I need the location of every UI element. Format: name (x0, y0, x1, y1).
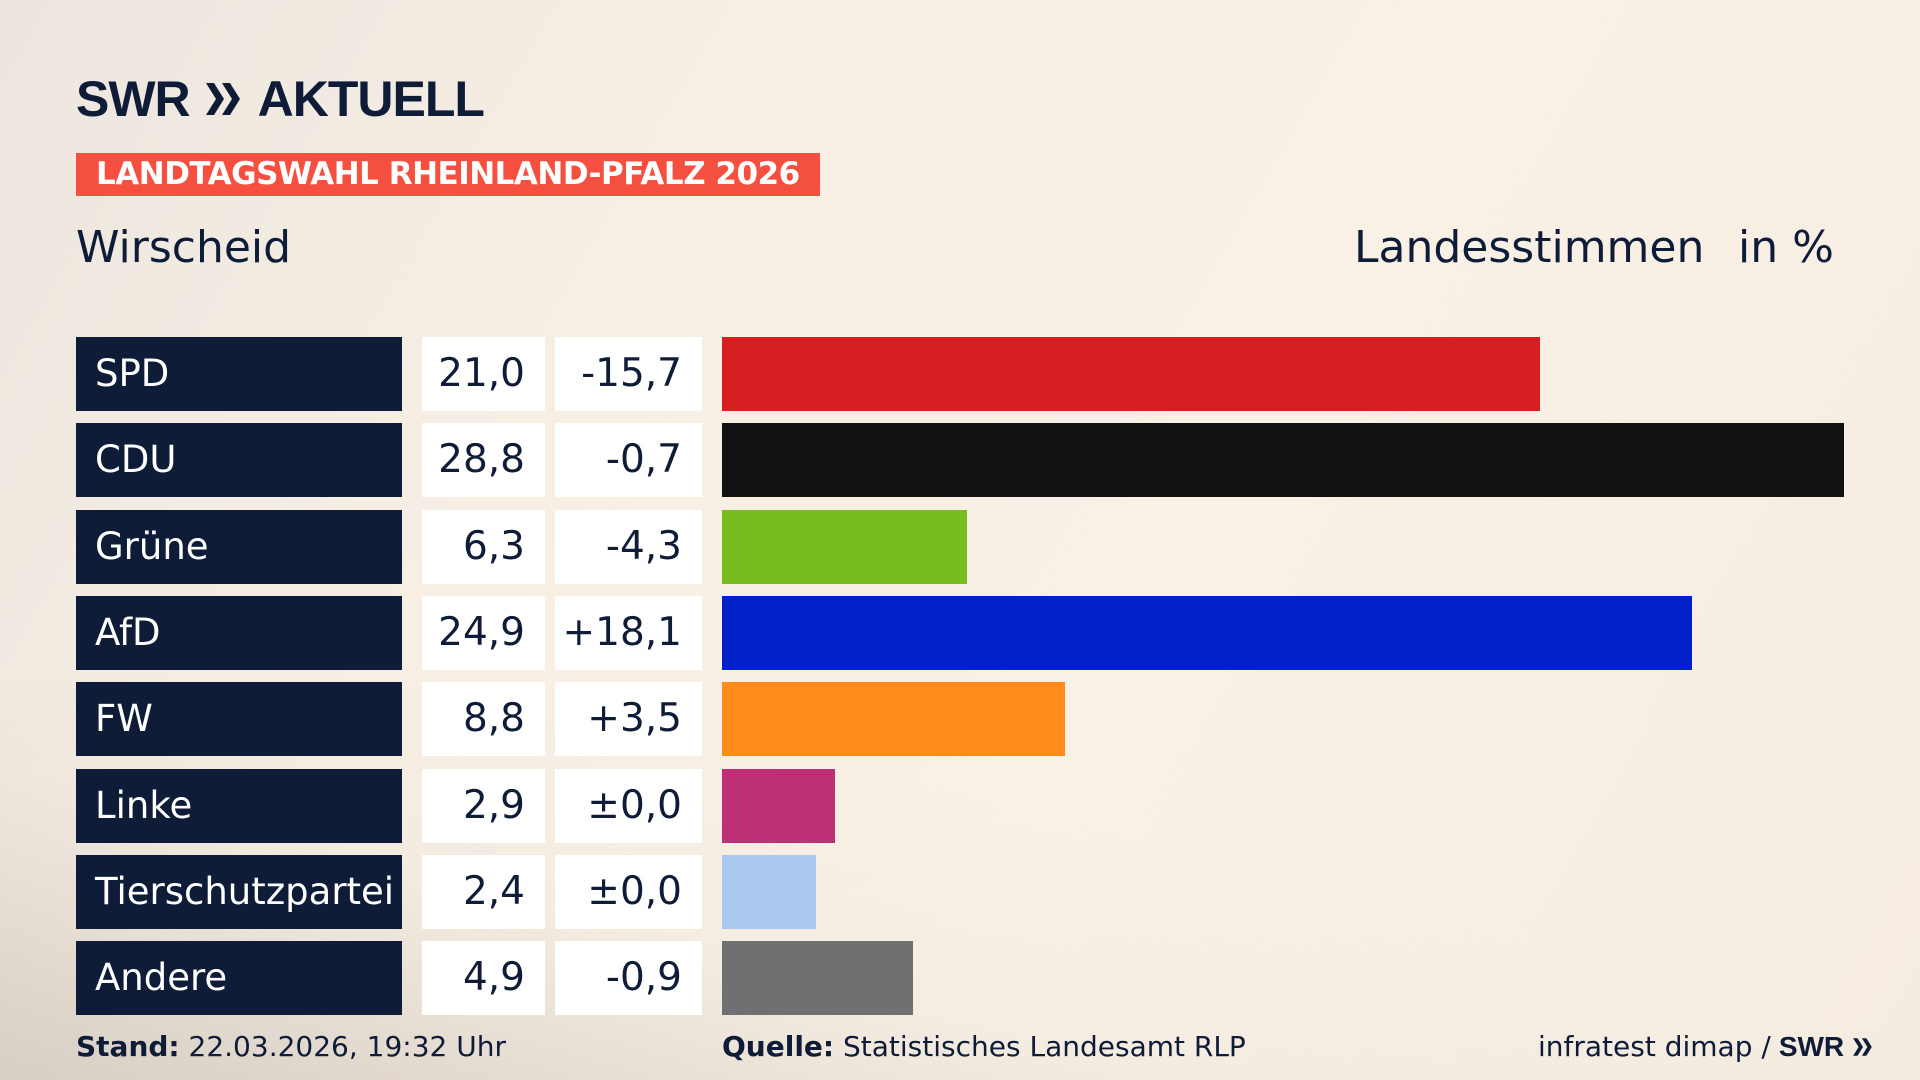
logo-text: SWR (76, 71, 191, 127)
stand-label: Stand: (76, 1030, 180, 1063)
party-label: FW (76, 682, 402, 757)
place-title: Wirscheid (76, 222, 292, 273)
change-label: +18,1 (555, 595, 702, 670)
stand-value: 22.03.2026, 19:32 Uhr (188, 1030, 506, 1063)
change-label: -15,7 (555, 337, 702, 411)
bar-linke (722, 768, 835, 843)
value-label: 28,8 (422, 423, 545, 498)
stand-info: Stand: 22.03.2026, 19:32 Uhr (76, 1030, 506, 1063)
double-chevron-icon (1853, 1037, 1872, 1056)
value-label: 8,8 (422, 682, 545, 757)
party-label: SPD (76, 337, 402, 411)
bar-afd (722, 595, 1693, 670)
value-label: 21,0 (422, 337, 545, 411)
swr-aktuell-logo: SWR AKTUELL (76, 70, 485, 128)
bar-andere (722, 941, 913, 1016)
party-label: CDU (76, 423, 402, 498)
election-badge: LANDTAGSWAHL RHEINLAND-PFALZ 2026 (76, 153, 820, 196)
change-label: ±0,0 (555, 768, 702, 843)
change-label: -4,3 (555, 509, 702, 584)
party-label: Tierschutzpartei (76, 854, 402, 929)
party-label: Andere (76, 941, 402, 1016)
change-label: -0,7 (555, 423, 702, 498)
value-label: 2,9 (422, 768, 545, 843)
value-label: 2,4 (422, 854, 545, 929)
party-label: Grüne (76, 509, 402, 584)
unit-label: in % (1738, 222, 1834, 273)
source-value: Statistisches Landesamt RLP (843, 1030, 1246, 1063)
bar-cdu (722, 423, 1844, 498)
credit-text: infratest dimap / (1538, 1030, 1771, 1063)
change-label: -0,9 (555, 941, 702, 1016)
source-info: Quelle: Statistisches Landesamt RLP (722, 1030, 1246, 1063)
double-chevron-icon (205, 83, 240, 115)
measure-label: Landesstimmen (1354, 222, 1705, 273)
party-label: AfD (76, 595, 402, 670)
bar-tierschutzpartei (722, 854, 816, 929)
bar-spd (722, 337, 1541, 411)
logo-suffix: AKTUELL (257, 71, 485, 127)
bar-fw (722, 682, 1065, 757)
bar-grüne (722, 509, 968, 584)
change-label: ±0,0 (555, 854, 702, 929)
change-label: +3,5 (555, 682, 702, 757)
party-label: Linke (76, 768, 402, 843)
credit-info: infratest dimap / SWR (1538, 1030, 1874, 1063)
value-label: 4,9 (422, 941, 545, 1016)
credit-logo: SWR (1778, 1030, 1845, 1062)
source-label: Quelle: (722, 1030, 835, 1063)
value-label: 24,9 (422, 595, 545, 670)
value-label: 6,3 (422, 509, 545, 584)
